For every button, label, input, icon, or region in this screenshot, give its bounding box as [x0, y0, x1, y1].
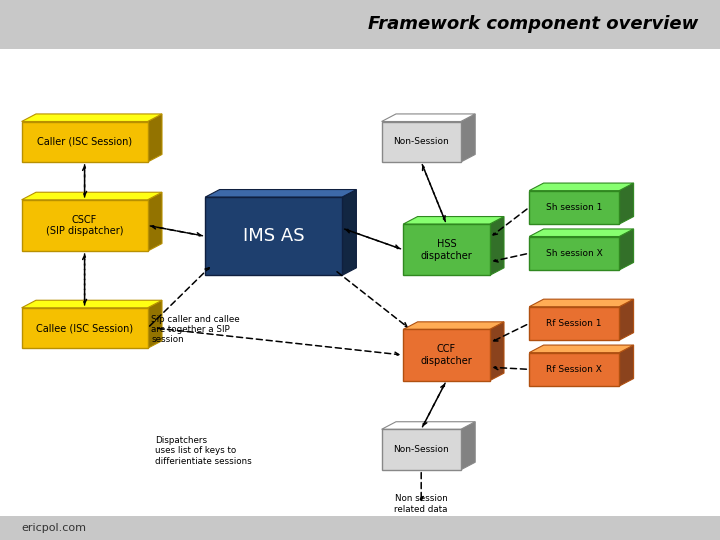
Text: Non session
related data: Non session related data	[395, 494, 448, 514]
Text: Rf Session 1: Rf Session 1	[546, 319, 602, 328]
Text: Dispatchers
uses list of keys to
differientiate sessions: Dispatchers uses list of keys to differi…	[155, 436, 251, 466]
Text: CCF
dispatcher: CCF dispatcher	[420, 345, 472, 366]
Polygon shape	[490, 217, 504, 275]
Polygon shape	[22, 300, 162, 308]
Bar	[403, 224, 490, 275]
Polygon shape	[403, 322, 504, 329]
Polygon shape	[529, 299, 634, 307]
Polygon shape	[529, 183, 634, 191]
Bar	[403, 329, 490, 381]
Bar	[22, 308, 148, 348]
Polygon shape	[382, 114, 475, 122]
Polygon shape	[619, 299, 634, 340]
Polygon shape	[529, 345, 634, 353]
Polygon shape	[619, 345, 634, 386]
Bar	[0, 0, 720, 49]
Bar	[205, 197, 342, 275]
Text: Rf Session X: Rf Session X	[546, 365, 602, 374]
Polygon shape	[22, 114, 162, 122]
Polygon shape	[461, 422, 475, 470]
Text: IMS AS: IMS AS	[243, 227, 305, 245]
Text: Non-Session: Non-Session	[393, 137, 449, 146]
Polygon shape	[342, 190, 356, 275]
Text: Callee (ISC Session): Callee (ISC Session)	[36, 323, 133, 333]
Text: Sh session X: Sh session X	[546, 249, 603, 258]
Polygon shape	[148, 192, 162, 251]
Bar	[529, 191, 619, 224]
Text: Non-Session: Non-Session	[393, 445, 449, 454]
Polygon shape	[619, 229, 634, 270]
Polygon shape	[148, 300, 162, 348]
Text: HSS
dispatcher: HSS dispatcher	[420, 239, 472, 261]
Bar	[0, 516, 720, 540]
Bar	[22, 200, 148, 251]
Polygon shape	[205, 190, 356, 197]
Polygon shape	[148, 114, 162, 162]
Polygon shape	[382, 422, 475, 429]
Bar	[529, 237, 619, 270]
Text: ericpol.com: ericpol.com	[22, 523, 86, 533]
Bar	[382, 122, 461, 162]
Polygon shape	[22, 192, 162, 200]
Polygon shape	[461, 114, 475, 162]
Bar	[529, 307, 619, 340]
Polygon shape	[619, 183, 634, 224]
Text: Sh session 1: Sh session 1	[546, 203, 603, 212]
Polygon shape	[490, 322, 504, 381]
Bar	[382, 429, 461, 470]
Text: Framework component overview: Framework component overview	[368, 15, 698, 33]
Bar	[529, 353, 619, 386]
Bar	[22, 122, 148, 162]
Text: Sip caller and callee
are together a SIP
session: Sip caller and callee are together a SIP…	[151, 314, 240, 345]
Polygon shape	[403, 217, 504, 224]
Text: CSCF
(SIP dispatcher): CSCF (SIP dispatcher)	[46, 214, 123, 237]
Polygon shape	[529, 229, 634, 237]
Text: Caller (ISC Session): Caller (ISC Session)	[37, 137, 132, 147]
